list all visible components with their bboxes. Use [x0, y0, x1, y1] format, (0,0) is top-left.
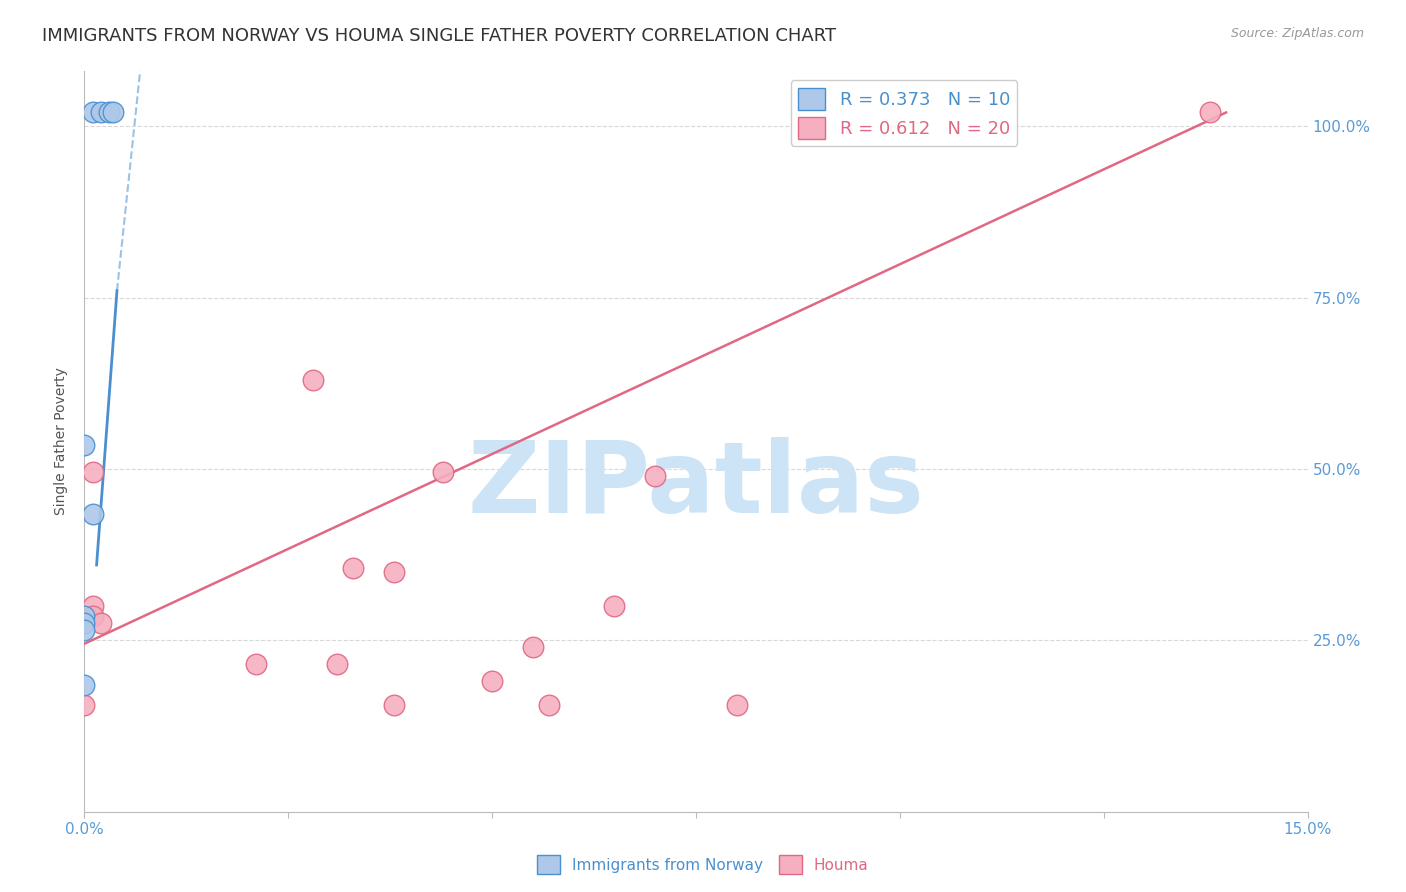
Point — [90, 105, 112, 120]
Point — [603, 599, 626, 613]
Point — [73, 678, 96, 692]
Point — [245, 657, 267, 672]
Point — [382, 698, 405, 713]
Point — [82, 609, 104, 624]
Text: Source: ZipAtlas.com: Source: ZipAtlas.com — [1230, 27, 1364, 40]
Point — [644, 468, 666, 483]
Point — [538, 698, 561, 713]
Point — [73, 698, 96, 713]
Legend: R = 0.373   N = 10, R = 0.612   N = 20: R = 0.373 N = 10, R = 0.612 N = 20 — [790, 80, 1017, 146]
Point — [342, 561, 364, 575]
Point — [73, 616, 96, 631]
Point — [82, 105, 104, 120]
Point — [326, 657, 349, 672]
Point — [897, 105, 920, 120]
Point — [90, 616, 112, 631]
Legend: Immigrants from Norway, Houma: Immigrants from Norway, Houma — [531, 849, 875, 880]
Point — [725, 698, 748, 713]
Point — [82, 466, 104, 480]
Point — [432, 466, 454, 480]
Point — [481, 674, 503, 689]
Point — [97, 105, 120, 120]
Point — [301, 373, 323, 387]
Y-axis label: Single Father Poverty: Single Father Poverty — [55, 368, 69, 516]
Point — [101, 105, 124, 120]
Point — [73, 438, 96, 452]
Point — [382, 565, 405, 579]
Point — [73, 623, 96, 637]
Text: ZIPatlas: ZIPatlas — [468, 437, 924, 534]
Point — [522, 640, 544, 655]
Point — [73, 609, 96, 624]
Point — [1198, 105, 1220, 120]
Point — [82, 599, 104, 613]
Text: IMMIGRANTS FROM NORWAY VS HOUMA SINGLE FATHER POVERTY CORRELATION CHART: IMMIGRANTS FROM NORWAY VS HOUMA SINGLE F… — [42, 27, 837, 45]
Point — [82, 507, 104, 521]
